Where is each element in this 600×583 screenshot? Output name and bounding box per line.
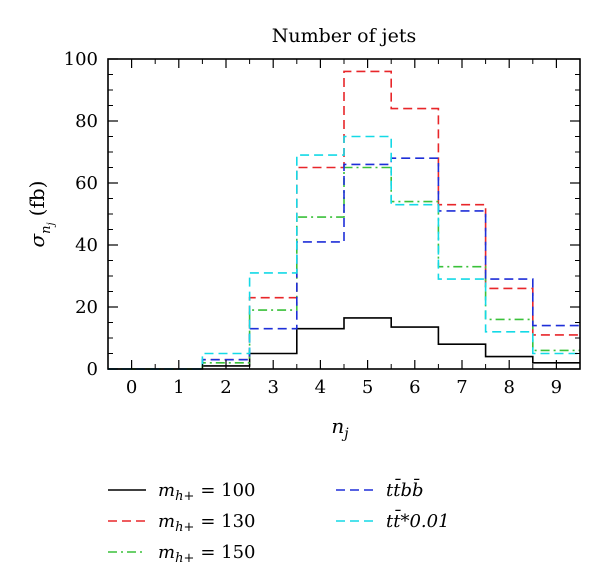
x-tick-label: 2 <box>220 377 231 398</box>
svg-text:σnj(fb): σnj(fb) <box>25 181 57 248</box>
series-lines <box>108 70 580 370</box>
series-line-3 <box>108 157 580 370</box>
legend: mh+ = 100 mh+ = 130 mh+ = 150 tt̄bb̄ tt̄*0.01 <box>108 477 450 566</box>
x-tick-label: 4 <box>315 377 326 398</box>
series-line-4 <box>108 135 580 370</box>
legend-label-4: tt̄*0.01 <box>386 508 450 532</box>
chart-title: Number of jets <box>272 25 416 47</box>
x-tick-label: 0 <box>126 377 137 398</box>
y-tick-label: 80 <box>75 111 98 132</box>
y-tick-label: 40 <box>75 235 98 256</box>
y-tick-label: 60 <box>75 173 98 194</box>
axis-ticks <box>107 58 581 370</box>
x-tick-label: 7 <box>456 377 467 398</box>
x-tick-label: 9 <box>551 377 562 398</box>
x-axis-label: nj <box>331 414 349 442</box>
legend-label-0: mh+ = 100 <box>158 480 256 504</box>
y-axis-unit: (fb) <box>25 181 49 217</box>
x-tick-label: 6 <box>409 377 420 398</box>
y-tick-label: 100 <box>64 49 98 70</box>
y-tick-label: 0 <box>87 359 98 380</box>
x-tick-labels: 0 1 2 3 4 5 6 7 8 9 <box>126 377 562 398</box>
y-axis-label: σnj(fb) <box>25 181 57 248</box>
legend-label-1: mh+ = 130 <box>158 511 256 535</box>
legend-label-2: mh+ = 150 <box>158 542 256 566</box>
x-tick-label: 5 <box>362 377 373 398</box>
y-tick-labels: 0 20 40 60 80 100 <box>64 49 98 380</box>
x-tick-label: 3 <box>267 377 278 398</box>
x-tick-label: 8 <box>503 377 514 398</box>
y-tick-label: 20 <box>75 297 98 318</box>
x-tick-label: 1 <box>173 377 184 398</box>
legend-label-3: tt̄bb̄ <box>386 477 424 501</box>
